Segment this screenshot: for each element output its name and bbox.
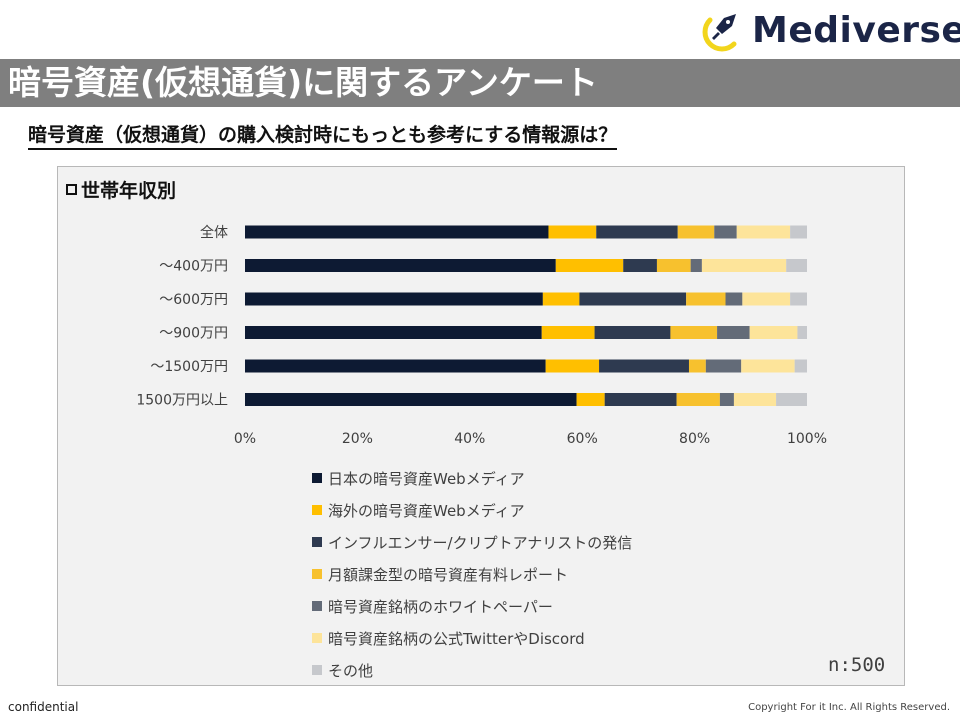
bar-segment xyxy=(725,292,743,306)
legend-swatch xyxy=(312,665,322,675)
legend-label: インフルエンサー/クリプトアナリストの発信 xyxy=(328,533,633,552)
bar-segment xyxy=(701,259,787,272)
bar-segment xyxy=(790,292,807,306)
category-label: ～900万円 xyxy=(159,326,228,342)
legend-item: 月額課金型の暗号資産有料レポート xyxy=(312,558,632,590)
category-label: ～1500万円 xyxy=(150,359,228,375)
bar-segment xyxy=(786,259,807,272)
bar-segment xyxy=(545,359,600,373)
brand-logo: Mediverse xyxy=(700,8,960,52)
bar-segment xyxy=(717,326,750,339)
bar-segment xyxy=(670,326,718,339)
bar-segment xyxy=(797,326,807,339)
legend-item: 暗号資産銘柄の公式TwitterやDiscord xyxy=(312,622,632,654)
category-label: 全体 xyxy=(200,224,228,241)
bar-segment xyxy=(548,225,597,239)
bar-segment xyxy=(555,259,624,272)
x-tick-label: 0% xyxy=(234,431,256,447)
footer-confidential: confidential xyxy=(8,700,79,714)
bar-segment xyxy=(677,225,715,239)
stacked-bar-chart: 全体 ～400万円 ～600万円 ～900万円 ～1500万円 1500万円以上 0% 20%… xyxy=(136,224,827,447)
bar-segment xyxy=(688,359,706,373)
category-label: ～600万円 xyxy=(159,292,228,308)
question-subtitle: 暗号資産（仮想通貨）の購入検討時にもっとも参考にする情報源は？ xyxy=(28,120,618,150)
chart-legend: 日本の暗号資産Webメディア 海外の暗号資産Webメディアインフルエンサー/クリプ… xyxy=(312,462,632,686)
bar-segment xyxy=(742,292,791,306)
bar-segment xyxy=(741,359,795,373)
bar-segment xyxy=(245,225,549,239)
section-label-text: 世帯年収別 xyxy=(81,180,177,202)
bar-segment xyxy=(690,259,702,272)
bar-segment xyxy=(542,292,580,306)
legend-swatch xyxy=(312,473,322,483)
rocket-moon-icon xyxy=(702,14,737,52)
bar-segment xyxy=(604,393,677,406)
bar-segment xyxy=(579,292,687,306)
legend-item: その他 xyxy=(312,654,632,686)
bar-segment xyxy=(686,292,726,306)
brand-name: Mediverse xyxy=(752,9,960,51)
x-tick-label: 40% xyxy=(454,431,485,447)
footer-copyright: Copyright For it Inc. All Rights Reserve… xyxy=(748,702,950,713)
category-label: ～400万円 xyxy=(159,259,228,275)
bar-segment xyxy=(776,393,807,406)
legend-swatch xyxy=(312,601,322,611)
bar-segment xyxy=(656,259,691,272)
bar-segment xyxy=(736,225,791,239)
legend-label: 海外の暗号資産Webメディア xyxy=(328,501,525,520)
bar-segment xyxy=(245,393,577,406)
legend-swatch xyxy=(312,569,322,579)
bar-segment xyxy=(594,326,671,339)
bar-segment xyxy=(794,359,807,373)
legend-item: 海外の暗号資産Webメディア xyxy=(312,494,632,526)
legend-swatch xyxy=(312,505,322,515)
legend-item: 暗号資産銘柄のホワイトペーパー xyxy=(312,590,632,622)
bar-segment xyxy=(596,225,678,239)
bar-segment xyxy=(790,225,807,239)
legend-label: その他 xyxy=(328,661,374,680)
legend-label: 日本の暗号資産Webメディア xyxy=(328,469,525,488)
bar-segment xyxy=(245,292,543,306)
legend-label: 月額課金型の暗号資産有料レポート xyxy=(328,565,569,584)
bar-segment xyxy=(245,359,546,373)
legend-swatch xyxy=(312,633,322,643)
x-tick-label: 60% xyxy=(567,431,598,447)
section-label: 世帯年収別 xyxy=(66,176,176,203)
bar-segment xyxy=(676,393,720,406)
bar-segment xyxy=(719,393,734,406)
category-label: 1500万円以上 xyxy=(136,393,228,409)
sample-size-note: n:500 xyxy=(828,654,886,676)
bar-segment xyxy=(245,326,542,339)
checkbox-bullet-icon xyxy=(66,184,77,195)
page-title: 暗号資産(仮想通貨)に関するアンケート xyxy=(0,59,960,107)
bar-segment xyxy=(705,359,742,373)
bar-segment xyxy=(733,393,777,406)
legend-label: 暗号資産銘柄のホワイトペーパー xyxy=(328,597,553,616)
bar-segment xyxy=(576,393,605,406)
legend-item: 日本の暗号資産Webメディア xyxy=(312,462,632,494)
bar-segment xyxy=(599,359,689,373)
legend-swatch xyxy=(312,537,322,547)
bar-segment xyxy=(623,259,657,272)
legend-item: インフルエンサー/クリプトアナリストの発信 xyxy=(312,526,632,558)
bar-segment xyxy=(714,225,737,239)
bar-segment xyxy=(749,326,798,339)
x-tick-label: 100% xyxy=(787,431,827,447)
chart-panel xyxy=(57,166,905,686)
bar-segment xyxy=(245,259,556,272)
bar-segment xyxy=(541,326,595,339)
legend-label: 暗号資産銘柄の公式TwitterやDiscord xyxy=(328,629,585,648)
x-tick-label: 80% xyxy=(679,431,710,447)
x-tick-label: 20% xyxy=(342,431,373,447)
